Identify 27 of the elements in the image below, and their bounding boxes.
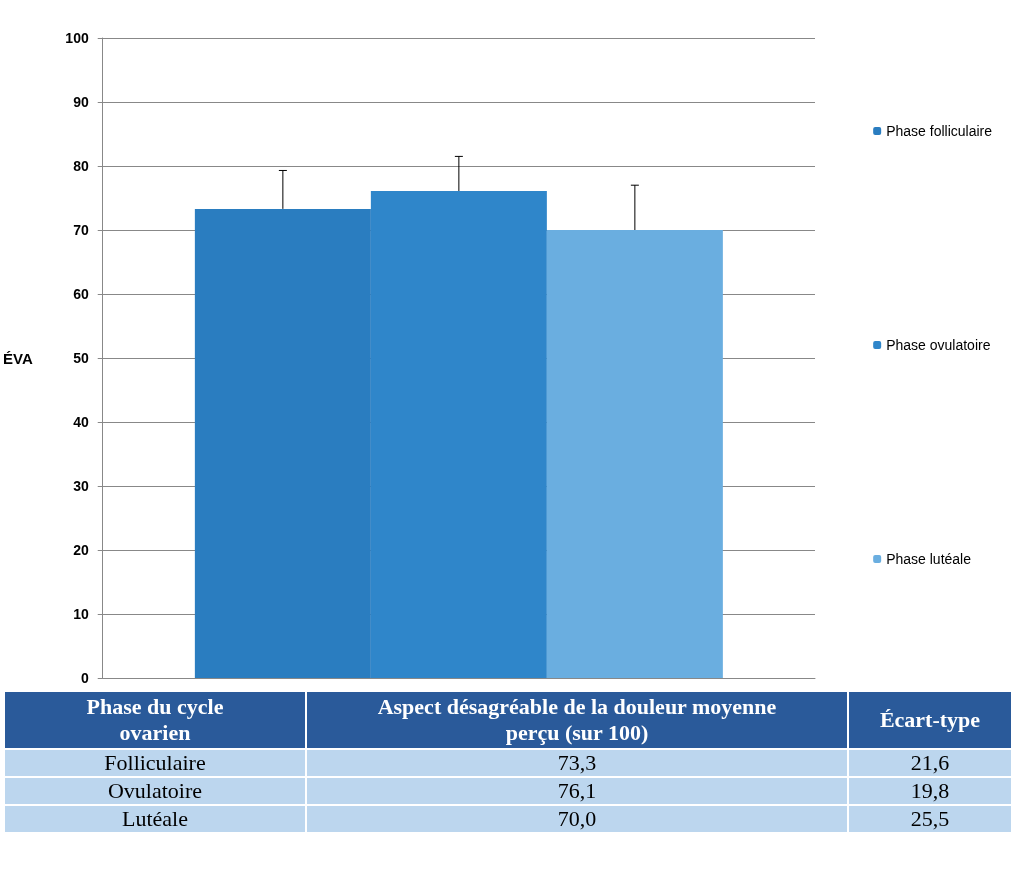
text: Folliculaire <box>4 749 306 777</box>
legend-label: Phase ovulatoire <box>886 337 991 353</box>
text: 70,0 <box>306 805 848 833</box>
text: Aspect désagréable de la douleur moyenne perçu (sur 100) <box>306 691 848 749</box>
y-tick-label: 40 <box>73 414 89 430</box>
y-tick-label: 60 <box>73 286 89 302</box>
y-tick-label: 70 <box>73 222 89 238</box>
y-axis-title: ÉVA <box>2 349 33 367</box>
y-tick-label: 20 <box>73 542 89 558</box>
text: 25,5 <box>848 805 1012 833</box>
legend-label: Phase lutéale <box>886 551 972 567</box>
text: 21,6 <box>848 749 1012 777</box>
y-tick-label: 90 <box>73 94 89 110</box>
text: Lutéale <box>4 805 306 833</box>
y-tick-label: 100 <box>65 30 89 46</box>
y-tick-label: 30 <box>73 478 89 494</box>
text: 19,8 <box>848 777 1012 805</box>
text: Ovulatoire <box>4 777 306 805</box>
y-tick-label: 0 <box>80 670 89 686</box>
y-tick-label: 10 <box>73 606 89 622</box>
text: 73,3 <box>306 749 848 777</box>
text: Phase du cycle ovarien <box>4 691 306 749</box>
text: Écart-type <box>848 691 1012 749</box>
text: 76,1 <box>306 777 848 805</box>
y-tick-label: 80 <box>73 158 89 174</box>
legend-label: Phase folliculaire <box>886 123 993 139</box>
y-tick-label: 50 <box>73 350 89 366</box>
